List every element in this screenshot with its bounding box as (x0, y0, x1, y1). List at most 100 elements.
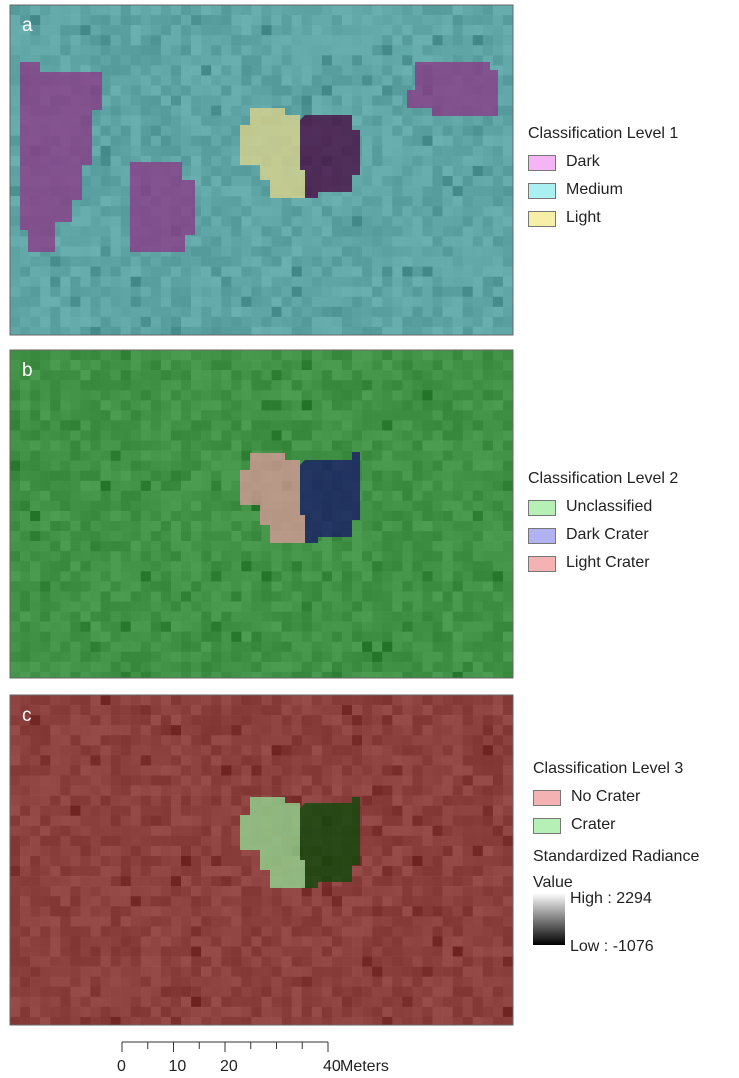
raster-pixel (342, 591, 352, 601)
raster-pixel (433, 896, 443, 906)
raster-pixel (50, 380, 60, 390)
raster-pixel (362, 166, 372, 176)
raster-pixel (312, 55, 322, 65)
raster-pixel (171, 96, 181, 106)
raster-pixel (362, 350, 372, 360)
raster-pixel (412, 695, 422, 705)
raster-pixel (10, 705, 20, 715)
raster-pixel (292, 246, 302, 256)
raster-pixel (433, 5, 443, 15)
raster-pixel (433, 226, 443, 236)
raster-pixel (433, 186, 443, 196)
raster-pixel (101, 471, 111, 481)
raster-pixel (342, 936, 352, 946)
raster-pixel (10, 826, 20, 836)
raster-pixel (80, 796, 90, 806)
raster-pixel (402, 126, 412, 136)
raster-pixel (453, 380, 463, 390)
raster-pixel (131, 491, 141, 501)
raster-pixel (251, 55, 261, 65)
raster-pixel (292, 987, 302, 997)
raster-pixel (392, 652, 402, 662)
raster-pixel (412, 236, 422, 246)
raster-pixel (60, 287, 70, 297)
raster-pixel (241, 936, 251, 946)
raster-pixel (181, 257, 191, 267)
raster-pixel (292, 926, 302, 936)
raster-pixel (181, 612, 191, 622)
raster-pixel (422, 5, 432, 15)
raster-pixel (90, 1017, 100, 1025)
raster-pixel (282, 967, 292, 977)
raster-pixel (211, 45, 221, 55)
raster-pixel (201, 977, 211, 987)
raster-pixel (121, 1017, 131, 1025)
raster-pixel (262, 287, 272, 297)
raster-pixel (352, 96, 362, 106)
raster-pixel (422, 551, 432, 561)
raster-pixel (392, 856, 402, 866)
raster-pixel (111, 216, 121, 226)
raster-pixel (443, 491, 453, 501)
raster-pixel (131, 846, 141, 856)
raster-pixel (101, 501, 111, 511)
raster-pixel (322, 705, 332, 715)
raster-pixel (161, 327, 171, 335)
raster-pixel (231, 916, 241, 926)
raster-pixel (332, 735, 342, 745)
raster-pixel (262, 765, 272, 775)
raster-pixel (422, 715, 432, 725)
raster-pixel (292, 297, 302, 307)
raster-pixel (422, 926, 432, 936)
raster-pixel (412, 277, 422, 287)
raster-pixel (402, 745, 412, 755)
raster-pixel (433, 856, 443, 866)
raster-pixel (211, 705, 221, 715)
raster-pixel (10, 257, 20, 267)
raster-pixel (40, 571, 50, 581)
raster-pixel (111, 531, 121, 541)
raster-pixel (241, 96, 251, 106)
raster-pixel (50, 461, 60, 471)
raster-pixel (191, 75, 201, 85)
raster-pixel (282, 571, 292, 581)
raster-pixel (211, 327, 221, 335)
raster-pixel (443, 441, 453, 451)
raster-pixel (463, 236, 473, 246)
raster-pixel (382, 571, 392, 581)
raster-pixel (422, 410, 432, 420)
raster-pixel (101, 35, 111, 45)
raster-pixel (322, 206, 332, 216)
raster-pixel (342, 1017, 352, 1025)
raster-pixel (90, 786, 100, 796)
raster-pixel (483, 156, 493, 166)
raster-pixel (483, 25, 493, 35)
raster-pixel (50, 906, 60, 916)
raster-pixel (463, 196, 473, 206)
raster-pixel (50, 652, 60, 662)
raster-pixel (181, 430, 191, 440)
raster-pixel (101, 672, 111, 678)
raster-pixel (10, 957, 20, 967)
raster-pixel (302, 451, 312, 461)
raster-pixel (282, 350, 292, 360)
raster-pixel (10, 481, 20, 491)
raster-pixel (131, 886, 141, 896)
raster-pixel (101, 886, 111, 896)
raster-pixel (352, 957, 362, 967)
raster-pixel (473, 360, 483, 370)
raster-pixel (40, 531, 50, 541)
raster-pixel (221, 461, 231, 471)
raster-pixel (251, 705, 261, 715)
raster-pixel (443, 1017, 453, 1025)
raster-pixel (312, 75, 322, 85)
raster-pixel (493, 786, 503, 796)
raster-pixel (433, 531, 443, 541)
raster-pixel (473, 642, 483, 652)
raster-pixel (131, 400, 141, 410)
raster-pixel (161, 471, 171, 481)
raster-pixel (50, 327, 60, 335)
raster-pixel (342, 662, 352, 672)
raster-pixel (453, 511, 463, 521)
raster-pixel (30, 461, 40, 471)
